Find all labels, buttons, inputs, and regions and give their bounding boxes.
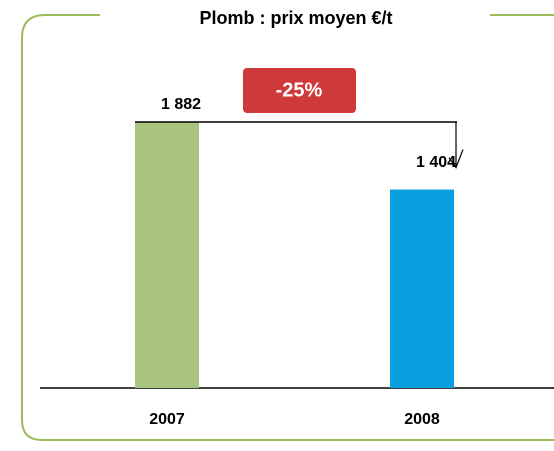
arrow-head [448, 149, 464, 169]
frame [21, 14, 554, 441]
x-tick-label: 2007 [149, 411, 185, 428]
annotation: -25% [276, 79, 323, 101]
annotation-box [243, 68, 356, 113]
x-tick-label: 2008 [404, 411, 440, 428]
bar [390, 189, 454, 388]
value-label: 1 882 [161, 96, 201, 113]
value-label: 1 404 [416, 154, 456, 171]
bar [135, 122, 199, 388]
chart-title: Plomb : prix moyen €/t [199, 8, 392, 28]
